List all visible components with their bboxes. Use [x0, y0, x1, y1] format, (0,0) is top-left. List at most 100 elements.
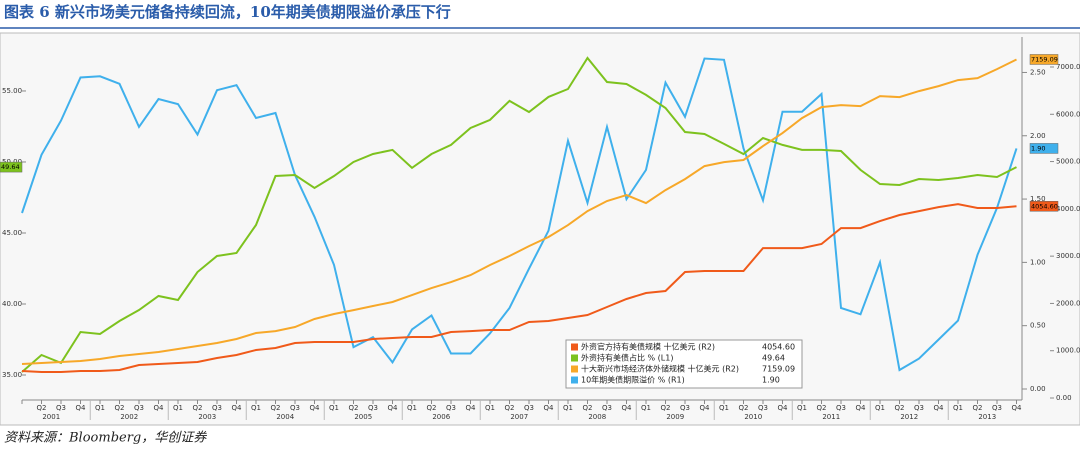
legend-label: 10年期美债期限溢价 % (R1) — [581, 375, 685, 385]
x-tick-label: Q1 — [953, 404, 963, 412]
x-tick-label: Q4 — [622, 404, 633, 412]
value-tag — [1029, 143, 1059, 154]
x-tick-label: Q1 — [797, 404, 807, 412]
year-label: 2006 — [432, 413, 450, 421]
legend-value: 4054.60 — [762, 343, 795, 352]
x-tick-label: Q1 — [563, 404, 573, 412]
y-tick-label: 45.00 — [2, 229, 22, 237]
x-tick-label: Q1 — [95, 404, 105, 412]
value-tag — [1029, 54, 1059, 65]
value-tag — [0, 161, 23, 173]
x-tick-label: Q4 — [544, 404, 555, 412]
series-line — [21, 57, 1018, 372]
value-tag — [1029, 201, 1059, 212]
x-tick-label: Q2 — [427, 404, 437, 412]
year-label: 2009 — [666, 413, 684, 421]
y2-tick-label: 0.50 — [1030, 322, 1046, 330]
legend-value: 1.90 — [762, 376, 780, 385]
y2-tick-label: 0.00 — [1030, 385, 1046, 393]
x-tick-label: Q3 — [836, 404, 846, 412]
x-tick-label: Q3 — [524, 404, 534, 412]
x-tick-label: Q3 — [134, 404, 144, 412]
legend-swatch — [571, 376, 578, 384]
x-tick-label: Q3 — [368, 404, 378, 412]
x-tick-label: Q4 — [154, 404, 165, 412]
x-tick-label: Q2 — [583, 404, 593, 412]
x-tick-label: Q2 — [817, 404, 827, 412]
x-tick-label: Q1 — [173, 404, 183, 412]
x-tick-label: Q1 — [875, 404, 885, 412]
y3-tick-label: 1000.00 — [1056, 347, 1080, 355]
year-label: 2001 — [42, 413, 60, 421]
x-tick-label: Q4 — [76, 404, 87, 412]
y3-tick-label: 4000.00 — [1056, 205, 1080, 213]
x-tick-label: Q2 — [37, 404, 47, 412]
legend-swatch — [571, 365, 578, 373]
y-tick-label: 55.00 — [2, 87, 22, 95]
y3-tick-label: 7000.00 — [1056, 63, 1080, 71]
y3-tick-label: 0.00 — [1056, 394, 1072, 402]
x-tick-label: Q3 — [680, 404, 690, 412]
x-tick-label: Q2 — [661, 404, 671, 412]
value-tag-label: 4054.60 — [1031, 202, 1058, 210]
x-tick-label: Q2 — [193, 404, 203, 412]
x-tick-label: Q3 — [914, 404, 924, 412]
x-tick-label: Q1 — [251, 404, 261, 412]
legend-label: 外资官方持有美债规模 十亿美元 (R2) — [581, 342, 715, 352]
x-tick-label: Q1 — [485, 404, 495, 412]
x-tick-label: Q4 — [934, 404, 945, 412]
year-label: 2007 — [510, 413, 528, 421]
year-label: 2011 — [822, 413, 840, 421]
x-tick-label: Q2 — [271, 404, 281, 412]
x-tick-label: Q3 — [56, 404, 66, 412]
source-note: 资料来源：Bloomberg，华创证券 — [4, 431, 207, 446]
year-label: 2012 — [900, 413, 918, 421]
series-line — [21, 203, 1017, 373]
x-tick-label: Q4 — [466, 404, 477, 412]
legend-value: 49.64 — [762, 354, 785, 363]
year-label: 2004 — [276, 413, 294, 421]
y2-tick-label: 1.50 — [1030, 195, 1046, 203]
legend-box — [565, 339, 803, 389]
year-label: 2008 — [588, 413, 606, 421]
year-label: 2005 — [354, 413, 372, 421]
x-tick-label: Q1 — [329, 404, 339, 412]
legend-label: 十大新兴市场经济体外储规模 十亿美元 (R2) — [581, 364, 739, 374]
legend-label: 外资持有美债占比 % (L1) — [581, 353, 673, 363]
x-tick-label: Q2 — [895, 404, 905, 412]
value-tag-label: 1.90 — [1031, 144, 1045, 152]
y3-tick-label: 6000.00 — [1056, 110, 1080, 118]
x-tick-label: Q3 — [602, 404, 612, 412]
x-tick-label: Q4 — [1012, 404, 1023, 412]
value-tag-label: 49.64 — [1, 163, 20, 171]
x-tick-label: Q1 — [719, 404, 729, 412]
y3-tick-label: 3000.00 — [1056, 252, 1080, 260]
x-tick-label: Q4 — [856, 404, 867, 412]
x-tick-label: Q3 — [290, 404, 300, 412]
x-tick-label: Q1 — [407, 404, 417, 412]
x-tick-label: Q2 — [739, 404, 749, 412]
y3-tick-label: 2000.00 — [1056, 299, 1080, 307]
x-tick-label: Q2 — [973, 404, 983, 412]
value-tag-label: 7159.09 — [1031, 55, 1058, 63]
x-tick-label: Q4 — [232, 404, 243, 412]
x-tick-label: Q3 — [758, 404, 768, 412]
x-tick-label: Q2 — [505, 404, 515, 412]
x-tick-label: Q3 — [992, 404, 1002, 412]
legend-swatch — [571, 354, 578, 362]
y-tick-label: 35.00 — [2, 371, 22, 379]
year-label: 2003 — [198, 413, 216, 421]
year-label: 2002 — [120, 413, 138, 421]
x-tick-label: Q3 — [446, 404, 456, 412]
x-tick-label: Q2 — [349, 404, 359, 412]
legend-swatch — [571, 343, 578, 351]
x-tick-label: Q4 — [700, 404, 711, 412]
y-tick-label: 40.00 — [2, 300, 22, 308]
chart-title: 图表 6 新兴市场美元储备持续回流，10年期美债期限溢价承压下行 — [4, 3, 451, 21]
x-tick-label: Q2 — [115, 404, 125, 412]
x-tick-label: Q3 — [212, 404, 222, 412]
chart-frame — [0, 32, 1080, 426]
y2-tick-label: 1.00 — [1030, 258, 1046, 266]
